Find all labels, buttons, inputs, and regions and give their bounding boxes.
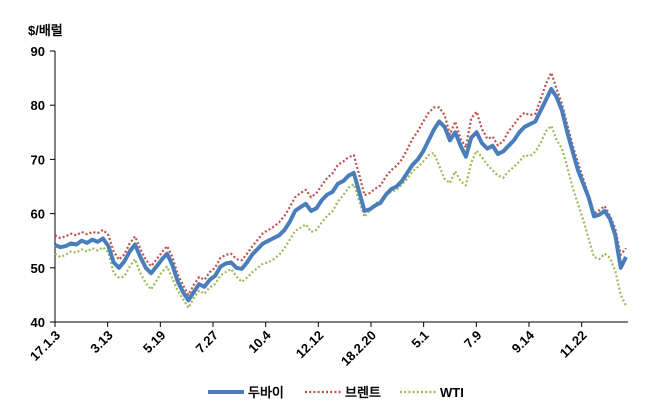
- series-line-2: [54, 124, 627, 309]
- x-tick-label: 7.27: [193, 328, 222, 357]
- legend-item-1: 브렌트: [305, 385, 381, 400]
- x-tick-label: 5.1: [408, 328, 431, 351]
- x-tick-label: 17.1.3: [27, 328, 63, 364]
- y-axis-unit-label: $/배럴: [28, 23, 63, 38]
- legend: 두바이 브렌트 WTI: [208, 385, 464, 400]
- x-tick-label: 7.9: [461, 328, 484, 351]
- x-tick-label: 11.22: [557, 328, 590, 361]
- y-tick-label: 70: [31, 152, 45, 167]
- legend-item-0: 두바이: [208, 385, 284, 400]
- y-tick-label: 40: [31, 315, 45, 330]
- x-tick-label: 18.2.20: [338, 328, 379, 369]
- legend-label: 브렌트: [345, 385, 381, 400]
- y-axis: 40 50 60 70 80 90: [31, 44, 56, 330]
- x-axis: 17.1.3 3.13 5.19 7.27 10.4 12.12 18.2.20 5.1 7.9…: [27, 321, 628, 369]
- x-tick-label: 5.19: [140, 328, 169, 357]
- series-line-0: [54, 86, 628, 303]
- series-layer: [54, 71, 628, 309]
- x-tick-label: 12.12: [293, 328, 327, 362]
- series-line-1: [54, 71, 627, 296]
- x-tick-label: 3.13: [87, 328, 116, 357]
- y-tick-label: 60: [31, 207, 45, 222]
- legend-label: WTI: [440, 385, 464, 400]
- y-tick-label: 50: [31, 261, 45, 276]
- y-tick-label: 90: [31, 44, 45, 59]
- legend-label: 두바이: [248, 385, 284, 400]
- x-tick-label: 9.14: [509, 327, 538, 356]
- x-tick-label: 10.4: [245, 327, 274, 356]
- y-tick-label: 80: [31, 98, 45, 113]
- legend-item-2: WTI: [400, 385, 464, 400]
